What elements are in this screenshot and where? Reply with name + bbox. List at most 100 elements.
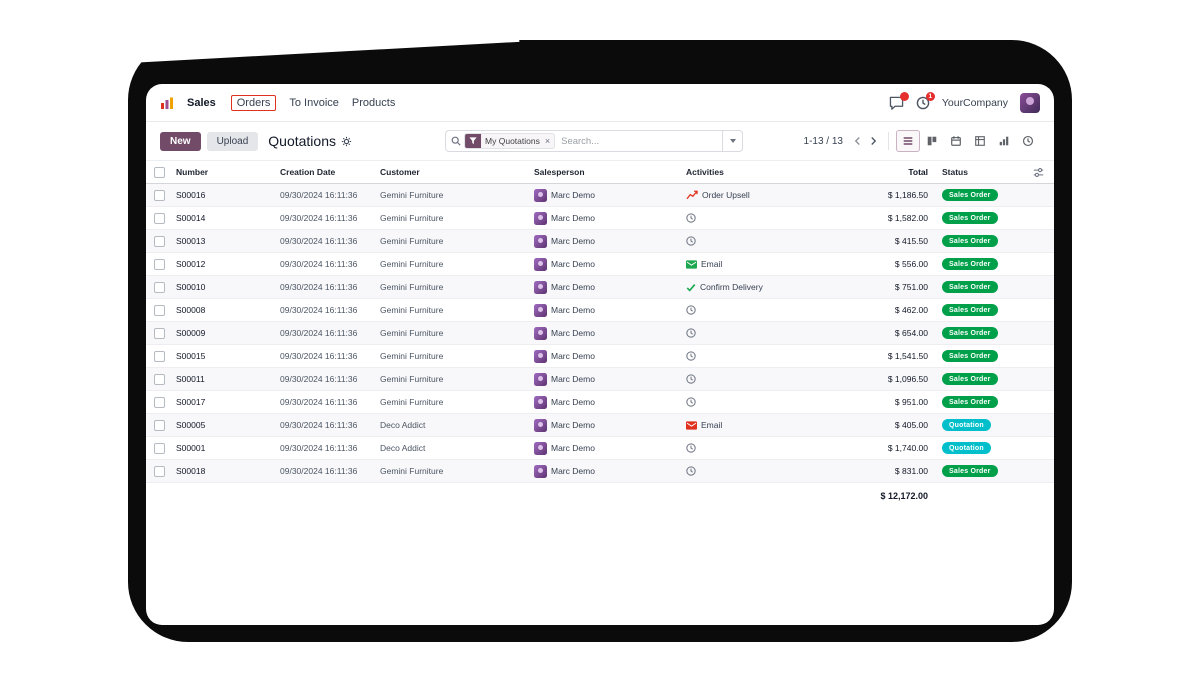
salesperson-avatar [534, 464, 547, 478]
device-frame: Sales Orders To Invoice Products [128, 40, 1072, 642]
header-total[interactable]: Total [908, 167, 928, 177]
activity-cell[interactable]: Confirm Delivery [682, 282, 856, 292]
facet-remove-icon[interactable]: × [544, 135, 551, 146]
view-activity-button[interactable] [1016, 130, 1040, 152]
user-avatar[interactable] [1020, 92, 1040, 113]
activity-cell[interactable] [682, 466, 856, 476]
select-all-checkbox[interactable] [153, 166, 165, 178]
search-input[interactable] [561, 135, 723, 147]
table-row[interactable]: S00014 09/30/2024 16:11:36 Gemini Furnit… [146, 207, 1054, 230]
row-checkbox[interactable] [153, 212, 165, 224]
menu-products[interactable]: Products [351, 96, 396, 109]
salesperson-cell: Marc Demo [530, 234, 682, 248]
upload-button[interactable]: Upload [206, 131, 259, 151]
activities-badge: 1 [925, 91, 935, 101]
table-row[interactable]: S00005 09/30/2024 16:11:36 Deco Addict M… [146, 414, 1054, 437]
header-customer[interactable]: Customer [380, 167, 420, 177]
row-checkbox[interactable] [153, 235, 165, 247]
actions-gear-button[interactable] [341, 136, 352, 147]
creation-date: 09/30/2024 16:11:36 [280, 443, 358, 453]
menu-orders[interactable]: Orders [230, 94, 277, 111]
activity-cell[interactable] [682, 351, 856, 361]
footer-total: $ 12,172.00 [880, 491, 928, 501]
row-checkbox[interactable] [153, 281, 165, 293]
messages-button[interactable] [889, 91, 909, 110]
sales-app-icon[interactable] [160, 96, 174, 110]
chevron-down-icon [729, 139, 736, 143]
order-total: $ 1,582.00 [887, 213, 928, 223]
salesperson-cell: Marc Demo [530, 441, 682, 455]
row-checkbox[interactable] [153, 419, 165, 431]
view-pivot-button[interactable] [968, 130, 992, 152]
activity-cell[interactable] [682, 328, 856, 338]
row-checkbox[interactable] [153, 442, 165, 454]
row-checkbox[interactable] [153, 465, 165, 477]
customer-name: Gemini Furniture [380, 466, 444, 476]
order-total: $ 1,541.50 [887, 351, 928, 361]
new-button[interactable]: New [160, 131, 201, 151]
company-name[interactable]: YourCompany [941, 96, 1008, 109]
view-kanban-button[interactable] [920, 130, 944, 152]
table-row[interactable]: S00012 09/30/2024 16:11:36 Gemini Furnit… [146, 253, 1054, 276]
order-total: $ 654.00 [894, 328, 928, 338]
table-row[interactable]: S00001 09/30/2024 16:11:36 Deco Addict M… [146, 437, 1054, 460]
table-row[interactable]: S00010 09/30/2024 16:11:36 Gemini Furnit… [146, 276, 1054, 299]
order-number: S00014 [176, 213, 206, 223]
salesperson-name: Marc Demo [551, 397, 595, 407]
header-creation-date[interactable]: Creation Date [280, 167, 336, 177]
header-number[interactable]: Number [176, 167, 209, 177]
table-row[interactable]: S00015 09/30/2024 16:11:36 Gemini Furnit… [146, 345, 1054, 368]
activity-cell[interactable] [682, 443, 856, 453]
menu-to-invoice[interactable]: To Invoice [289, 96, 339, 109]
activity-cell[interactable] [682, 236, 856, 246]
activities-button[interactable]: 1 [916, 91, 935, 110]
activity-cell[interactable] [682, 305, 856, 315]
status-badge: Sales Order [942, 465, 998, 478]
activity-cell[interactable] [682, 213, 856, 223]
row-checkbox[interactable] [153, 373, 165, 385]
creation-date: 09/30/2024 16:11:36 [280, 190, 358, 200]
order-total: $ 831.00 [894, 466, 928, 476]
menu-sales[interactable]: Sales [187, 96, 216, 109]
table-row[interactable]: S00008 09/30/2024 16:11:36 Gemini Furnit… [146, 299, 1054, 322]
activity-cell[interactable]: Email [682, 259, 856, 269]
row-checkbox[interactable] [153, 327, 165, 339]
salesperson-avatar [534, 395, 547, 409]
salesperson-avatar [534, 303, 547, 317]
table-row[interactable]: S00016 09/30/2024 16:11:36 Gemini Furnit… [146, 184, 1054, 207]
order-number: S00015 [176, 351, 206, 361]
order-number: S00013 [176, 236, 206, 246]
search-dropdown-toggle[interactable] [722, 131, 742, 151]
search-bar[interactable]: My Quotations × [445, 130, 744, 152]
salesperson-name: Marc Demo [551, 443, 595, 453]
table-row[interactable]: S00011 09/30/2024 16:11:36 Gemini Furnit… [146, 368, 1054, 391]
row-checkbox[interactable] [153, 350, 165, 362]
table-row[interactable]: S00013 09/30/2024 16:11:36 Gemini Furnit… [146, 230, 1054, 253]
salesperson-cell: Marc Demo [530, 303, 682, 317]
row-checkbox[interactable] [153, 396, 165, 408]
header-salesperson[interactable]: Salesperson [534, 167, 585, 177]
activity-cell[interactable]: Order Upsell [682, 190, 856, 200]
view-calendar-button[interactable] [944, 130, 968, 152]
row-checkbox[interactable] [153, 258, 165, 270]
activity-cell[interactable] [682, 374, 856, 384]
row-checkbox[interactable] [153, 189, 165, 201]
pager-previous-button[interactable] [849, 132, 865, 150]
row-checkbox[interactable] [153, 304, 165, 316]
view-list-button[interactable] [896, 130, 920, 152]
header-activities[interactable]: Activities [686, 167, 724, 177]
column-options-icon[interactable] [1033, 167, 1044, 178]
table-row[interactable]: S00017 09/30/2024 16:11:36 Gemini Furnit… [146, 391, 1054, 414]
activity-cell[interactable] [682, 397, 856, 407]
status-badge: Sales Order [942, 350, 998, 363]
table-row[interactable]: S00009 09/30/2024 16:11:36 Gemini Furnit… [146, 322, 1054, 345]
view-graph-button[interactable] [992, 130, 1016, 152]
table-row[interactable]: S00018 09/30/2024 16:11:36 Gemini Furnit… [146, 460, 1054, 483]
header-status[interactable]: Status [942, 167, 968, 177]
divider [888, 132, 889, 150]
salesperson-avatar [534, 372, 547, 386]
salesperson-name: Marc Demo [551, 351, 595, 361]
activity-icon [686, 190, 698, 200]
activity-cell[interactable]: Email [682, 420, 856, 430]
pager-next-button[interactable] [865, 132, 881, 150]
